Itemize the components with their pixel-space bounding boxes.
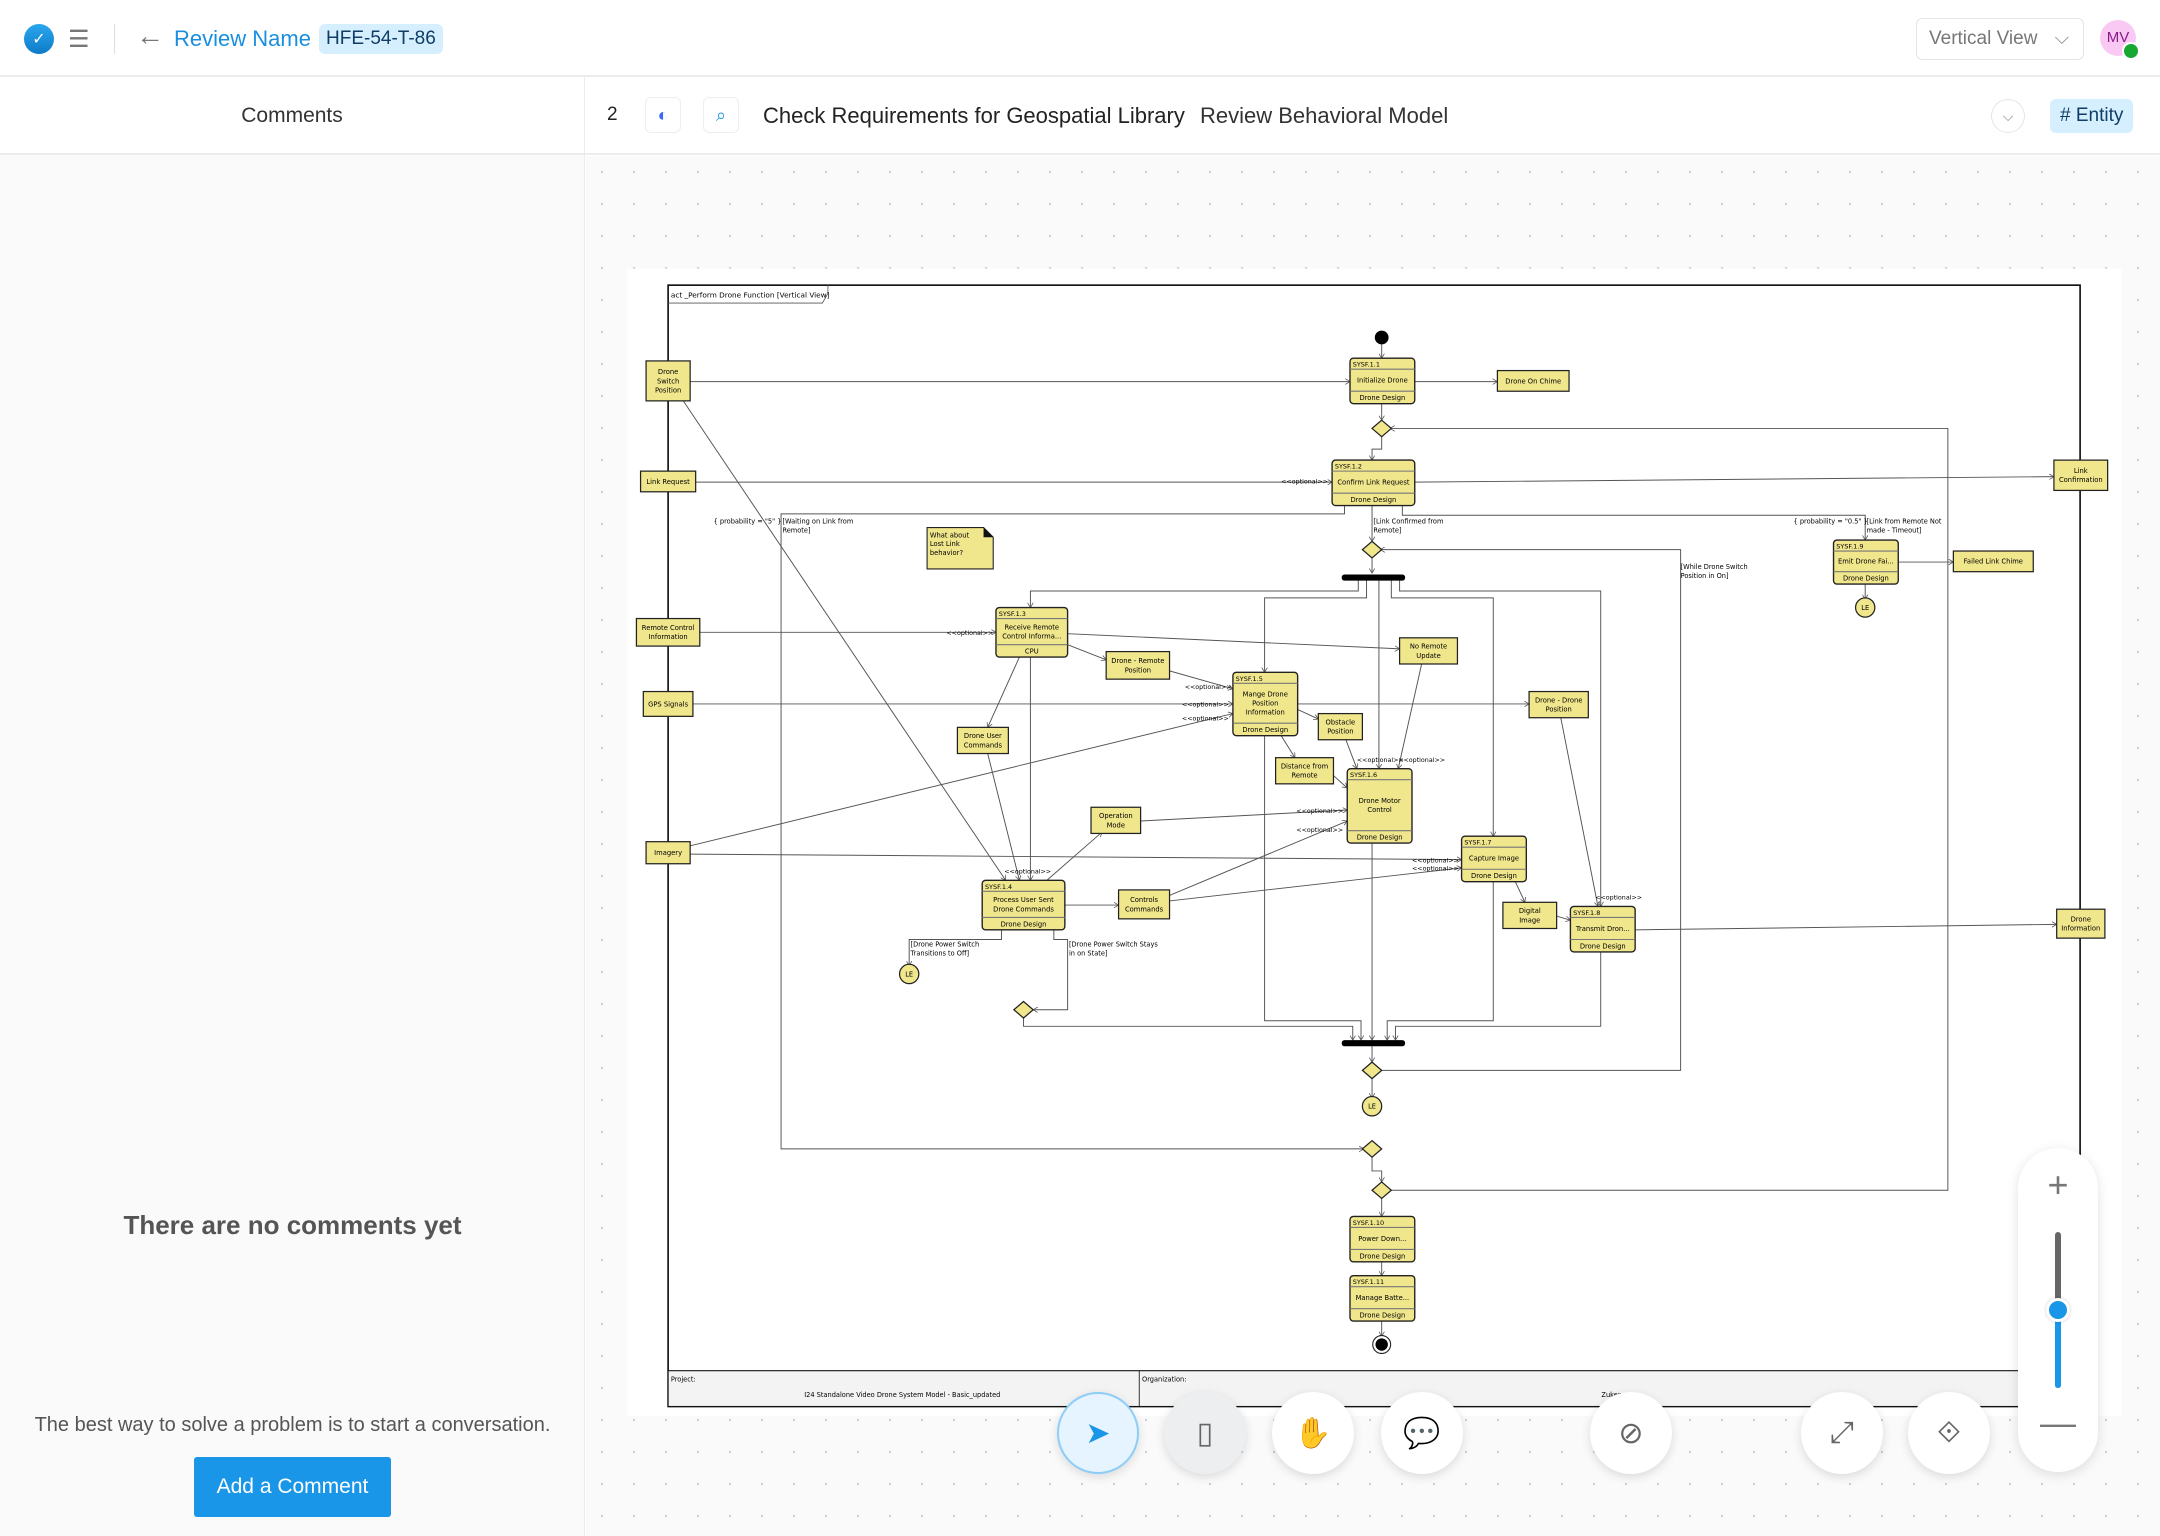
- contrast-icon[interactable]: ◐: [645, 97, 681, 133]
- comments-panel: [0, 155, 585, 1536]
- comment-plus-icon: 💬: [1403, 1416, 1441, 1450]
- entity-tag[interactable]: # Entity: [2050, 99, 2134, 133]
- item-count: 2: [607, 104, 618, 125]
- zoom-slider-handle[interactable]: [2046, 1298, 2070, 1322]
- sub-header: Comments 2 ◐ ⌕ Check Requirements for Ge…: [0, 77, 2160, 155]
- diagram-canvas[interactable]: [586, 156, 2160, 1536]
- panel-icon: ▯: [1196, 1416, 1214, 1450]
- add-comment-tool-button[interactable]: 💬: [1381, 1392, 1463, 1474]
- zoom-out-button[interactable]: —: [2040, 1402, 2076, 1443]
- hand-icon: ✋: [1294, 1416, 1332, 1450]
- comment-off-icon: ⊘: [1618, 1416, 1644, 1450]
- online-status-dot: [2122, 42, 2140, 60]
- hide-comments-tool-button[interactable]: ⊘: [1590, 1392, 1672, 1474]
- empty-comments-subtitle: The best way to solve a problem is to st…: [34, 1414, 551, 1436]
- view-select[interactable]: Vertical View ⌵: [1916, 18, 2084, 60]
- panel-toggle-button[interactable]: ▯: [1164, 1392, 1246, 1474]
- cursor-arrow-icon: ➤: [1085, 1416, 1111, 1450]
- app-header: ✓ ☰ ← Review Name HFE-54-T-86 Vertical V…: [0, 0, 2160, 77]
- expand-icon: ⤢: [1830, 1416, 1854, 1449]
- pan-tool-button[interactable]: ✋: [1272, 1392, 1354, 1474]
- select-tool-button[interactable]: ➤: [1057, 1392, 1139, 1474]
- chevron-down-icon: ⌵: [2054, 28, 2069, 49]
- zoom-in-button[interactable]: +: [2047, 1164, 2069, 1205]
- review-name-link[interactable]: Review Name: [174, 26, 311, 51]
- chevron-down-icon[interactable]: ⌵: [1991, 99, 2025, 133]
- model-search-icon[interactable]: ⌕: [703, 97, 739, 133]
- hamburger-menu-icon[interactable]: ☰: [68, 26, 90, 53]
- fullscreen-tool-button[interactable]: ⤢: [1801, 1392, 1883, 1474]
- add-comment-button[interactable]: Add a Comment: [194, 1457, 391, 1517]
- arrow-left-icon[interactable]: ←: [136, 20, 164, 51]
- divider: [114, 24, 115, 54]
- view-select-value: Vertical View: [1929, 28, 2038, 49]
- review-id-badge: HFE-54-T-86: [319, 24, 443, 54]
- document-subtitle: Review Behavioral Model: [1200, 103, 1449, 128]
- empty-comments-title: There are no comments yet: [123, 1210, 462, 1240]
- fit-view-icon: ⟐: [1937, 1416, 1961, 1449]
- zoom-slider[interactable]: [2046, 1232, 2070, 1388]
- zoom-slider-fill: [2055, 1310, 2061, 1388]
- document-title: Check Requirements for Geospatial Librar…: [763, 103, 1185, 128]
- avatar[interactable]: MV: [2100, 20, 2136, 56]
- zoom-control: + —: [2018, 1148, 2098, 1472]
- comments-title: Comments: [0, 77, 585, 155]
- fit-view-tool-button[interactable]: ⟐: [1908, 1392, 1990, 1474]
- clipboard-check-icon[interactable]: ✓: [24, 24, 54, 54]
